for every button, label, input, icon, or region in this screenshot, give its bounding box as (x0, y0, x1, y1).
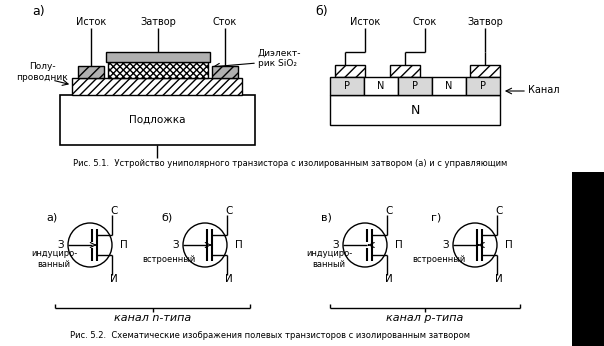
Text: И: И (385, 274, 393, 284)
Text: П: П (120, 240, 128, 250)
Text: индуциро-
ванный: индуциро- ванный (306, 249, 352, 269)
Bar (78, 66, 104, 78)
Bar (398, 77, 432, 95)
Text: P: P (344, 81, 350, 91)
Bar (390, 65, 420, 77)
Text: П: П (235, 240, 243, 250)
Bar (106, 52, 210, 62)
Text: С: С (111, 206, 118, 216)
Bar (60, 95, 255, 145)
Text: З: З (57, 240, 64, 250)
Text: Рис. 5.2.  Схематические изображения полевых транзисторов с изолированным затвор: Рис. 5.2. Схематические изображения поле… (70, 330, 470, 339)
Text: N: N (410, 103, 420, 117)
Bar (364, 77, 398, 95)
Text: И: И (225, 274, 233, 284)
Text: а): а) (32, 6, 45, 18)
Text: И: И (110, 274, 118, 284)
Text: З: З (173, 240, 179, 250)
Text: Сток: Сток (213, 17, 237, 27)
Bar (212, 66, 238, 78)
Text: встроенный: встроенный (143, 255, 196, 264)
Text: P: P (480, 81, 486, 91)
Text: С: С (385, 206, 393, 216)
Text: П: П (395, 240, 403, 250)
Text: а): а) (46, 212, 57, 222)
Text: в): в) (321, 212, 332, 222)
Bar (432, 77, 466, 95)
Text: встроенный: встроенный (413, 255, 466, 264)
Bar (466, 77, 500, 95)
Text: П: П (505, 240, 513, 250)
Bar (108, 62, 208, 78)
Bar (72, 78, 242, 95)
Text: З: З (443, 240, 449, 250)
Text: г): г) (431, 212, 442, 222)
Text: N: N (378, 81, 385, 91)
Text: б): б) (315, 6, 327, 18)
Text: канал p-типа: канал p-типа (387, 313, 464, 323)
Text: С: С (495, 206, 503, 216)
Text: И: И (495, 274, 503, 284)
Bar (572, 172, 604, 346)
Bar (330, 95, 500, 125)
Text: Полу-
проводник: Полу- проводник (16, 62, 68, 82)
Text: Рис. 5.1.  Устройство униполярного транзистора с изолированным затвором (а) и с : Рис. 5.1. Устройство униполярного транзи… (73, 158, 507, 167)
Text: б): б) (161, 212, 172, 222)
Text: Сток: Сток (413, 17, 437, 27)
Text: З: З (332, 240, 339, 250)
Text: С: С (225, 206, 233, 216)
Text: Затвор: Затвор (140, 17, 176, 27)
Text: Диэлект-
рик SiO₂: Диэлект- рик SiO₂ (258, 48, 301, 68)
Text: Канал: Канал (528, 85, 559, 95)
Text: индуциро-
ванный: индуциро- ванный (31, 249, 77, 269)
Bar (335, 65, 365, 77)
Bar (470, 65, 500, 77)
Text: Подложка: Подложка (129, 115, 186, 125)
Text: Исток: Исток (76, 17, 106, 27)
Text: Затвор: Затвор (467, 17, 503, 27)
Text: N: N (445, 81, 452, 91)
Bar (330, 77, 364, 95)
Text: P: P (412, 81, 418, 91)
Text: канал n-типа: канал n-типа (114, 313, 191, 323)
Text: Исток: Исток (350, 17, 380, 27)
